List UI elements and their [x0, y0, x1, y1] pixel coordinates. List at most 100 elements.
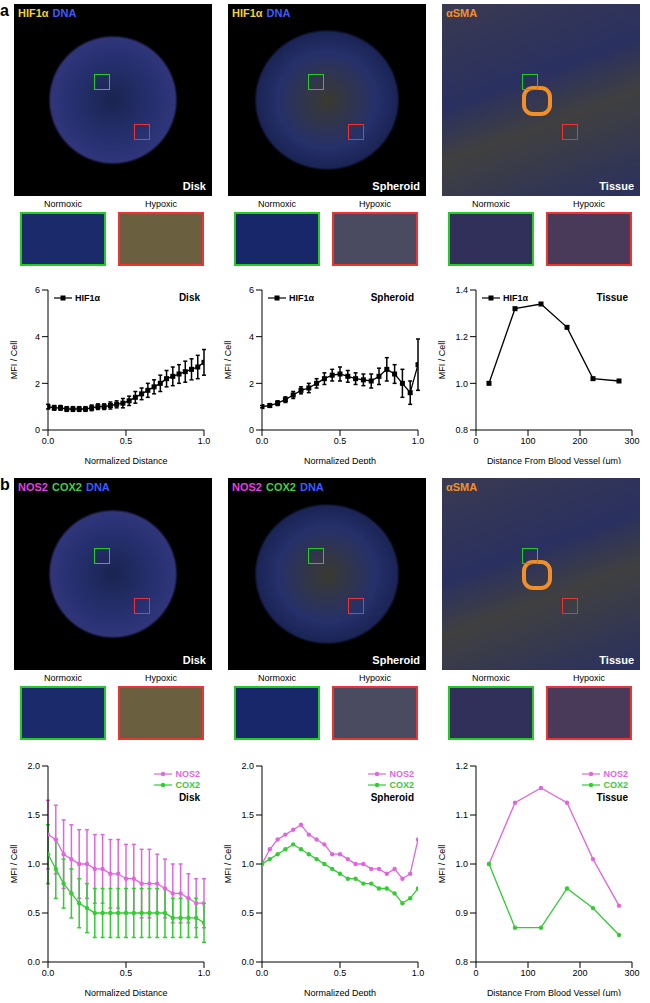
html-text:Normoxic: Normoxic [44, 673, 82, 683]
svg-text:1.0: 1.0 [241, 859, 254, 869]
svg-text:0.0: 0.0 [256, 968, 269, 978]
html-text:Tissue: Tissue [599, 180, 634, 192]
svg-text:1.2: 1.2 [455, 332, 468, 342]
html-text:Hypoxic: Hypoxic [573, 199, 605, 209]
svg-text:0.5: 0.5 [120, 968, 133, 978]
html-text:Normoxic: Normoxic [258, 199, 296, 209]
svg-text:0.0: 0.0 [42, 436, 55, 446]
svg-text:0.5: 0.5 [120, 436, 133, 446]
html-text:Normoxic: Normoxic [472, 673, 510, 683]
svg-text:2: 2 [35, 379, 40, 389]
svg-text:0.0: 0.0 [241, 957, 254, 967]
html-text:Normoxic: Normoxic [44, 199, 82, 209]
svg-text:MFI / Cell: MFI / Cell [223, 341, 233, 380]
svg-text:1.5: 1.5 [241, 810, 254, 820]
svg-text:0.0: 0.0 [256, 436, 269, 446]
html-text:NOS2: NOS2 [603, 768, 628, 779]
svg-text:1.0: 1.0 [198, 968, 211, 978]
svg-text:1.2: 1.2 [455, 761, 468, 771]
html-text:Disk: Disk [178, 792, 200, 803]
html-text:Spheroid: Spheroid [372, 180, 420, 192]
html-text:Spheroid: Spheroid [372, 654, 420, 666]
svg-text:0.5: 0.5 [27, 908, 40, 918]
html-text:Spheroid: Spheroid [370, 792, 414, 803]
html-text:αSMA: αSMA [446, 481, 478, 493]
html-text:Hypoxic: Hypoxic [573, 673, 605, 683]
svg-text:1.0: 1.0 [198, 436, 211, 446]
svg-text:6: 6 [35, 285, 40, 295]
html-text:NOS2: NOS2 [175, 768, 200, 779]
svg-text:100: 100 [520, 436, 535, 446]
svg-text:2: 2 [249, 379, 254, 389]
svg-text:0.5: 0.5 [334, 436, 347, 446]
svg-text:Distance From Blood Vessel (μm: Distance From Blood Vessel (μm) [487, 988, 621, 996]
html-text:Hypoxic: Hypoxic [359, 673, 391, 683]
svg-text:0: 0 [35, 425, 40, 435]
html-text:Hypoxic: Hypoxic [145, 673, 177, 683]
svg-text:2.0: 2.0 [241, 761, 254, 771]
html-text:Tissue: Tissue [596, 292, 628, 303]
html-text:HIF1α DNA: HIF1α DNA [18, 7, 77, 19]
html-text:NOS2: NOS2 [389, 768, 414, 779]
svg-text:4: 4 [35, 332, 40, 342]
svg-text:MFI / Cell: MFI / Cell [9, 341, 19, 380]
html-text:COX2: COX2 [389, 779, 414, 790]
svg-text:1.0: 1.0 [412, 968, 425, 978]
svg-text:0.8: 0.8 [455, 425, 468, 435]
svg-text:0.0: 0.0 [42, 968, 55, 978]
svg-text:4: 4 [249, 332, 254, 342]
html-text:Disk: Disk [182, 180, 206, 192]
html-text:HIF1α: HIF1α [75, 292, 100, 303]
html-text:Hypoxic: Hypoxic [145, 199, 177, 209]
svg-text:MFI / Cell: MFI / Cell [9, 845, 19, 884]
html-text:Disk: Disk [178, 292, 200, 303]
svg-text:1.1: 1.1 [455, 810, 468, 820]
svg-text:0.9: 0.9 [455, 908, 468, 918]
html-text:Normoxic: Normoxic [472, 199, 510, 209]
svg-text:Normalized Distance: Normalized Distance [84, 988, 167, 996]
svg-text:300: 300 [624, 436, 639, 446]
svg-text:Distance From Blood Vessel (μm: Distance From Blood Vessel (μm) [487, 456, 621, 464]
html-text:a: a [0, 2, 9, 19]
svg-text:1.0: 1.0 [455, 379, 468, 389]
svg-text:2.0: 2.0 [27, 761, 40, 771]
html-text:Disk: Disk [182, 654, 206, 666]
svg-text:200: 200 [572, 436, 587, 446]
html-text:b: b [0, 476, 10, 493]
html-text:HIF1α DNA: HIF1α DNA [232, 7, 291, 19]
svg-text:1.0: 1.0 [27, 859, 40, 869]
html-text:Tissue: Tissue [599, 654, 634, 666]
svg-text:1.5: 1.5 [27, 810, 40, 820]
svg-text:6: 6 [249, 285, 254, 295]
svg-text:MFI / Cell: MFI / Cell [437, 341, 447, 380]
svg-text:200: 200 [572, 968, 587, 978]
html-text:αSMA: αSMA [446, 7, 478, 19]
svg-text:0: 0 [473, 436, 478, 446]
html-text:Tissue: Tissue [596, 792, 628, 803]
html-text:Normoxic: Normoxic [258, 673, 296, 683]
svg-text:0: 0 [249, 425, 254, 435]
svg-text:Normalized Depth: Normalized Depth [304, 988, 376, 996]
svg-text:0.8: 0.8 [455, 957, 468, 967]
svg-text:0.0: 0.0 [27, 957, 40, 967]
html-text:NOS2 COX2 DNA: NOS2 COX2 DNA [18, 481, 110, 493]
html-text:COX2: COX2 [603, 779, 628, 790]
svg-text:300: 300 [624, 968, 639, 978]
svg-text:MFI / Cell: MFI / Cell [437, 845, 447, 884]
svg-text:Normalized Distance: Normalized Distance [84, 456, 167, 464]
svg-text:1.0: 1.0 [455, 859, 468, 869]
html-text:COX2: COX2 [175, 779, 200, 790]
svg-text:1.4: 1.4 [455, 285, 468, 295]
html-text:Spheroid: Spheroid [370, 292, 414, 303]
svg-text:0.5: 0.5 [241, 908, 254, 918]
html-text:HIF1α: HIF1α [289, 292, 314, 303]
svg-text:0: 0 [473, 968, 478, 978]
svg-text:100: 100 [520, 968, 535, 978]
svg-text:Normalized Depth: Normalized Depth [304, 456, 376, 464]
svg-text:1.0: 1.0 [412, 436, 425, 446]
svg-text:MFI / Cell: MFI / Cell [223, 845, 233, 884]
svg-text:0.5: 0.5 [334, 968, 347, 978]
html-text:HIF1α: HIF1α [503, 292, 528, 303]
html-text:NOS2 COX2 DNA: NOS2 COX2 DNA [232, 481, 324, 493]
html-text:Hypoxic: Hypoxic [359, 199, 391, 209]
